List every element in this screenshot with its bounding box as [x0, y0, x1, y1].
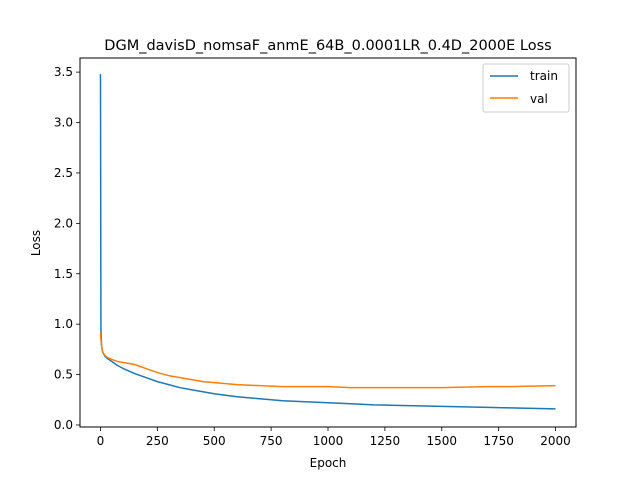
y-tick-label: 0.0 — [54, 418, 73, 432]
legend: train val — [482, 63, 570, 113]
y-tick-label: 1.0 — [54, 317, 73, 331]
x-tick-label: 1750 — [483, 434, 514, 448]
legend-label-val: val — [530, 92, 548, 106]
y-tick-label: 2.5 — [54, 166, 73, 180]
y-tick-label: 1.5 — [54, 267, 73, 281]
chart-title: DGM_davisD_nomsaF_anmE_64B_0.0001LR_0.4D… — [104, 38, 551, 54]
y-tick-label: 3.0 — [54, 116, 73, 130]
x-tick-label: 250 — [146, 434, 169, 448]
x-tick-label: 1500 — [426, 434, 457, 448]
x-tick-label: 1000 — [313, 434, 344, 448]
y-axis-ticks: 0.0 0.5 1.0 1.5 2.0 2.5 3.0 3.5 — [54, 65, 80, 432]
y-axis-label: Loss — [29, 230, 43, 256]
y-tick-label: 3.5 — [54, 65, 73, 79]
series-line-val — [99, 333, 556, 389]
x-tick-label: 750 — [260, 434, 283, 448]
x-tick-label: 2000 — [540, 434, 571, 448]
x-axis-label: Epoch — [310, 456, 347, 470]
y-tick-label: 2.0 — [54, 216, 73, 230]
x-tick-label: 500 — [203, 434, 226, 448]
series-line-train — [99, 74, 556, 410]
legend-label-train: train — [530, 69, 558, 83]
plot-lines — [99, 74, 556, 410]
y-tick-label: 0.5 — [54, 368, 73, 382]
x-tick-label: 1250 — [370, 434, 401, 448]
x-axis-ticks: 0 250 500 750 1000 1250 1500 1750 2000 — [97, 427, 571, 448]
x-tick-label: 0 — [97, 434, 105, 448]
